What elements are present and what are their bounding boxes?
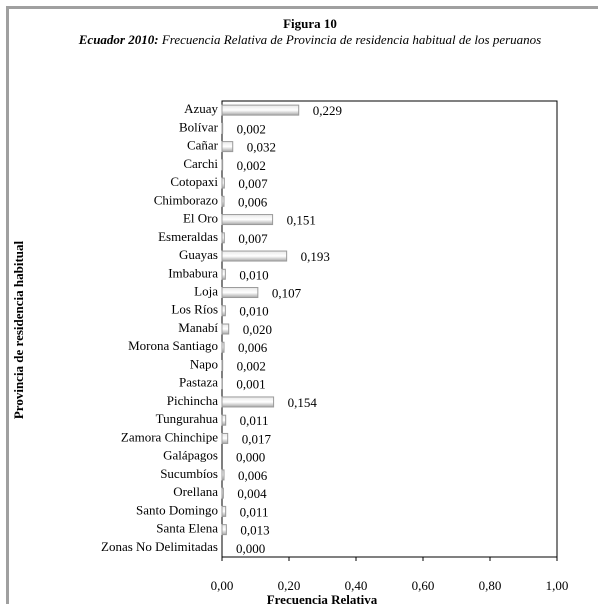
value-label: 0,002 (237, 158, 266, 173)
bar (221, 396, 275, 408)
y-tick-label: Zamora Chinchipe (121, 429, 218, 444)
y-tick-label: Manabí (178, 320, 218, 335)
y-tick-label: Pastaza (179, 375, 218, 390)
y-tick-label: Orellana (173, 484, 218, 499)
bar (221, 195, 225, 207)
bar (221, 177, 225, 189)
value-label: 0,193 (301, 249, 330, 264)
chart-header: Figura 10 Ecuador 2010: Frecuencia Relat… (30, 16, 590, 48)
y-tick-label: Loja (194, 284, 218, 299)
bar (221, 432, 229, 444)
bar (221, 487, 224, 499)
y-tick-label: Azuay (184, 101, 218, 116)
y-tick-label: Guayas (179, 247, 218, 262)
subtitle-prefix: Ecuador 2010: (78, 32, 159, 47)
x-tick-label: 1,00 (546, 578, 569, 593)
value-label: 0,011 (240, 504, 269, 519)
value-label: 0,020 (243, 322, 272, 337)
bar (221, 287, 259, 299)
x-tick-label: 0,60 (412, 578, 435, 593)
bar (221, 104, 300, 116)
value-label: 0,006 (238, 340, 268, 355)
value-label: 0,000 (236, 450, 265, 465)
value-label: 0,229 (313, 103, 342, 118)
bar (221, 141, 234, 153)
bar (221, 414, 227, 426)
value-label: 0,004 (237, 486, 267, 501)
value-label: 0,006 (238, 194, 268, 209)
y-tick-label: Zonas No Delimitadas (101, 539, 218, 554)
y-axis-title: Provincia de residencia habitual (11, 240, 26, 419)
plot-area (221, 100, 558, 558)
value-label: 0,001 (236, 377, 265, 392)
value-label: 0,000 (236, 541, 265, 556)
y-tick-label: Morona Santiago (128, 338, 218, 353)
bar (221, 232, 225, 244)
y-tick-label: Esmeraldas (158, 229, 218, 244)
y-tick-label: Santa Elena (156, 521, 218, 536)
bar (221, 214, 274, 226)
y-tick-label: Tungurahua (156, 411, 219, 426)
x-tick-label: 0,20 (278, 578, 301, 593)
value-label: 0,011 (240, 413, 269, 428)
bar (221, 323, 230, 335)
value-label: 0,002 (237, 358, 266, 373)
y-tick-label: Carchi (183, 156, 218, 171)
y-tick-label: Los Ríos (171, 302, 218, 317)
value-label: 0,010 (239, 304, 268, 319)
y-tick-label: Chimborazo (154, 192, 218, 207)
y-tick-label: Napo (190, 356, 218, 371)
value-label: 0,002 (237, 121, 266, 136)
y-tick-label: Pichincha (167, 393, 218, 408)
value-label: 0,154 (288, 395, 318, 410)
y-tick-label: Santo Domingo (136, 502, 218, 517)
y-tick-label: Bolívar (179, 119, 219, 134)
x-tick-label: 0,80 (479, 578, 502, 593)
chart-subtitle: Frecuencia Relativa de Provincia de resi… (161, 32, 542, 47)
y-tick-label: Cotopaxi (170, 174, 218, 189)
x-axis-title: Frecuencia Relativa (267, 592, 378, 607)
bar (221, 268, 226, 280)
bar (221, 341, 225, 353)
value-label: 0,006 (238, 468, 268, 483)
y-tick-label: El Oro (183, 211, 218, 226)
bar (221, 469, 225, 481)
y-tick-label: Imbabura (168, 265, 218, 280)
bar (221, 159, 224, 171)
frame (6, 6, 598, 604)
value-label: 0,010 (239, 267, 268, 282)
value-label: 0,013 (240, 523, 269, 538)
value-label: 0,007 (238, 176, 268, 191)
y-tick-label: Galápagos (163, 448, 218, 463)
value-label: 0,151 (287, 213, 316, 228)
value-label: 0,032 (247, 140, 276, 155)
bar (221, 250, 288, 262)
bar (221, 359, 224, 371)
x-tick-label: 0,00 (211, 578, 234, 593)
y-tick-label: Cañar (187, 138, 219, 153)
value-label: 0,017 (242, 431, 272, 446)
bar (221, 122, 224, 134)
value-label: 0,107 (272, 286, 302, 301)
bar (221, 505, 227, 517)
value-label: 0,007 (238, 231, 268, 246)
bar (221, 524, 227, 536)
y-tick-label: Sucumbíos (160, 466, 218, 481)
x-tick-label: 0,40 (345, 578, 368, 593)
bar (221, 305, 226, 317)
chart-title: Figura 10 (283, 16, 337, 31)
